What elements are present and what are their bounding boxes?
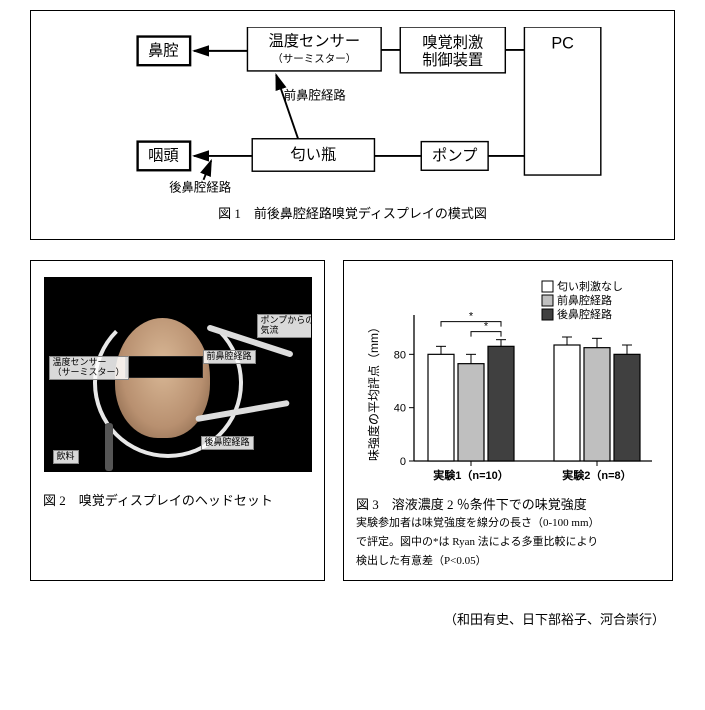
node-nasal-label: 鼻腔 <box>148 42 179 59</box>
y-axis-label: 味強度の平均評点（mm） <box>366 321 381 461</box>
bar-g1-1 <box>584 348 610 461</box>
node-pharynx-label: 咽頭 <box>148 147 179 164</box>
bar-g0-2 <box>488 346 514 461</box>
fig3-note-3: 検出した有意差（P<0.05） <box>356 553 660 570</box>
fig3-chart: 匂い刺激なし前鼻腔経路後鼻腔経路 0 40 80 味強度の平均評点（mm） 実験1（n=1… <box>356 273 662 488</box>
legend-swatch-1 <box>542 295 553 306</box>
bar-g1-2 <box>614 354 640 461</box>
legend-label-0: 匂い刺激なし <box>557 279 623 293</box>
fig1-caption: 図 1 前後鼻腔経路嗅覚ディスプレイの模式図 <box>51 203 654 222</box>
photo-label-sensor: 温度センサー （サーミスター） <box>49 356 129 380</box>
legend-label-2: 後鼻腔経路 <box>557 307 612 321</box>
figure-3: 匂い刺激なし前鼻腔経路後鼻腔経路 0 40 80 味強度の平均評点（mm） 実験1（n=1… <box>343 260 673 581</box>
group-label-1: 実験2（n=8） <box>562 468 631 482</box>
node-stim-label1: 嗅覚刺激 <box>422 35 483 52</box>
node-nasal: 鼻腔 <box>138 37 191 66</box>
photo-label-airflow-l2: 気流 <box>261 325 279 335</box>
photo-label-orthonasal: 前鼻腔経路 <box>203 350 256 364</box>
figure-2: 温度センサー （サーミスター） 前鼻腔経路 後鼻腔経路 ポンプからの 気流 飲料… <box>30 260 325 581</box>
fig3-caption: 図 3 溶液濃度 2 ％条件下での味覚強度 <box>356 494 660 513</box>
photo-straw <box>105 423 113 471</box>
node-temp-label: 温度センサー <box>268 33 360 50</box>
legend-swatch-2 <box>542 309 553 320</box>
photo-label-sensor-l1: 温度センサー <box>53 357 107 367</box>
fig1-diagram: 鼻腔 温度センサー （サーミスター） 嗅覚刺激 制御装置 PC 咽頭 匂い瓶 ポ… <box>51 27 654 197</box>
fig2-caption: 図 2 嗅覚ディスプレイのヘッドセット <box>43 490 312 509</box>
node-odor-bottle: 匂い瓶 <box>252 139 374 171</box>
fig3-note-1: 実験参加者は味覚強度を線分の長さ（0-100 mm） <box>356 515 660 532</box>
sig-mark-g0-1: * <box>484 321 489 333</box>
photo-label-airflow: ポンプからの 気流 <box>257 314 312 338</box>
node-pump: ポンプ <box>421 142 488 171</box>
y-tick-label: 40 <box>394 403 406 415</box>
bar-g0-0 <box>428 354 454 461</box>
bar-g0-1 <box>458 364 484 461</box>
group-label-0: 実験1（n=10） <box>433 468 509 482</box>
bar-g1-0 <box>554 345 580 461</box>
label-retronasal: 後鼻腔経路 <box>169 179 232 194</box>
node-stimulus-controller: 嗅覚刺激 制御装置 <box>400 27 505 73</box>
node-pump-label: ポンプ <box>432 147 477 164</box>
node-pharynx: 咽頭 <box>138 142 191 171</box>
y-tick-label: 80 <box>394 349 406 361</box>
photo-label-airflow-l1: ポンプからの <box>261 315 312 325</box>
y-tick-label: 0 <box>400 456 406 468</box>
legend-swatch-0 <box>542 281 553 292</box>
node-bottle-label: 匂い瓶 <box>290 146 336 163</box>
legend-label-1: 前鼻腔経路 <box>557 293 612 307</box>
figure-1: 鼻腔 温度センサー （サーミスター） 嗅覚刺激 制御装置 PC 咽頭 匂い瓶 ポ… <box>30 10 675 240</box>
fig2-photo: 温度センサー （サーミスター） 前鼻腔経路 後鼻腔経路 ポンプからの 気流 飲料 <box>44 277 312 472</box>
fig3-note-2: で評定。図中の*は Ryan 法による多重比較により <box>356 534 660 551</box>
node-pc-label: PC <box>551 34 574 52</box>
photo-label-retronasal: 後鼻腔経路 <box>201 436 254 450</box>
photo-label-drink: 飲料 <box>53 450 79 464</box>
node-temp-sublabel: （サーミスター） <box>272 53 356 65</box>
node-pc: PC <box>524 27 600 175</box>
authors: （和田有史、日下部裕子、河合崇行） <box>30 609 675 628</box>
photo-label-sensor-l2: （サーミスター） <box>53 367 125 377</box>
sig-mark-g0-0: * <box>469 311 474 323</box>
leader-retronasal <box>204 161 212 180</box>
node-stim-label2: 制御装置 <box>422 52 483 69</box>
node-temp-sensor: 温度センサー （サーミスター） <box>247 27 381 71</box>
label-orthonasal: 前鼻腔経路 <box>284 88 347 103</box>
edge-orthonasal <box>276 75 298 139</box>
